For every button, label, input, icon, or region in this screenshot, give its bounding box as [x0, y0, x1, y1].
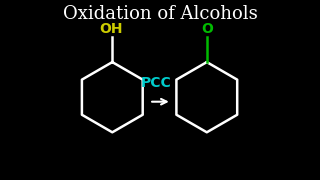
Text: OH: OH [99, 22, 122, 36]
Text: O: O [201, 22, 213, 36]
Text: PCC: PCC [141, 76, 172, 90]
Text: Oxidation of Alcohols: Oxidation of Alcohols [63, 5, 257, 23]
